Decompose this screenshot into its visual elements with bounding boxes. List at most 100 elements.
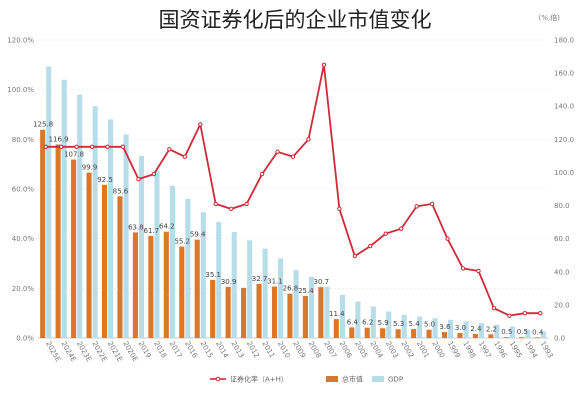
securitization-rate-point [538,310,543,316]
gdp-bar [494,324,500,338]
market-value-bar [333,319,339,338]
gdp-bar [355,301,361,338]
securitization-rate-point [167,147,172,152]
market-value-bar [287,293,293,338]
securitization-rate-point [228,206,234,212]
market-value-bar [302,295,308,338]
market-value-bar [426,329,432,338]
gdp-bar [278,258,284,338]
gdp-bar [231,232,237,338]
market-value-label: 30.9 [221,278,237,286]
y-left-tick-label: 20.0% [12,285,35,293]
y-left-tick-label: 80.0% [12,136,35,144]
x-tick-label: 2011 [260,340,276,359]
gdp-bar [123,134,129,338]
x-tick-label: 2009 [291,340,307,359]
securitization-rate-point [182,154,188,159]
y-left-tick-label: 0.0% [16,335,34,343]
market-value-label: 125.8 [33,121,53,129]
gdp-bar [448,319,454,338]
gdp-bar [262,248,268,338]
market-value-label: 55.2 [174,238,190,246]
market-value-label: 5.9 [378,319,389,327]
market-value-label: 32.7 [252,275,268,283]
market-value-label: 5.3 [393,320,404,328]
x-tick-label: 1998 [461,340,477,359]
legend-marker-rate [215,376,221,382]
y-left-tick-label: 40.0% [12,235,35,243]
market-value-label: 35.1 [205,271,221,279]
gdp-bar [247,240,253,338]
x-tick-label: 1995 [508,340,524,359]
securitization-rate-point [259,171,265,177]
y-right-tick-label: 40.0 [554,268,570,276]
market-value-bar [163,231,169,338]
market-value-bar [225,286,231,338]
securitization-rate-point [275,149,280,154]
market-value-label: 5.0 [424,321,435,329]
securitization-rate-point [306,137,311,142]
securitization-rate-point [398,226,404,231]
x-tick-label: 2013 [229,340,245,359]
market-value-bar [364,327,370,338]
x-tick-label: 2019 [137,340,153,359]
gdp-bar [77,94,83,338]
market-value-label: 3.6 [439,323,451,331]
market-value-label: 6.4 [347,318,359,326]
x-tick-label: 2005 [353,340,369,359]
securitization-rate-point [337,206,342,212]
market-value-label: 26.8 [283,285,299,293]
y-right-tick-label: 60.0 [554,235,570,243]
x-tick-label: 2004 [369,340,385,360]
right-axis-unit: (%,倍) [539,13,561,22]
market-value-bar [86,172,92,338]
gdp-bar [339,294,345,338]
x-tick-label: 2010 [276,340,292,359]
market-value-bar [488,334,494,338]
gdp-bar [386,311,392,338]
market-value-bar [256,283,262,338]
y-right-tick-label: 20.0 [554,301,570,309]
securitization-rate-point [321,62,327,68]
gdp-bar [540,331,546,338]
market-value-bar [395,329,401,338]
securitization-rate-point [522,310,528,316]
y-right-tick-label: 100.0 [554,169,574,177]
market-value-bar [271,286,278,338]
market-value-bar [101,184,108,338]
market-value-label: 64.2 [159,223,175,231]
market-value-label: 5.4 [409,320,421,328]
securitization-rate-point [105,144,110,149]
market-value-bar [148,235,154,338]
gdp-bar [185,198,191,338]
y-right-tick-label: 180.0 [554,37,574,45]
securitization-rate-point [74,144,79,149]
x-tick-label: 2008 [307,340,323,359]
y-right-tick-label: 0.0 [554,335,565,343]
x-tick-label: 2016 [183,340,199,360]
gdp-bar [463,321,469,338]
market-value-bar [179,246,185,338]
gdp-bar [92,106,98,338]
securitization-rate-point [120,144,126,149]
legend-swatch-gdp [372,376,384,382]
gdp-bar [108,119,114,338]
gdp-bar [46,66,52,338]
securitization-rate-point [476,268,481,274]
x-tick-label: 2001 [415,340,431,359]
x-tick-label: 2015 [199,340,215,359]
x-tick-label: 1993 [539,340,555,359]
market-value-label: 0.5 [517,328,528,336]
x-tick-label: 2014 [214,340,230,360]
market-value-label: 0.4 [532,328,544,336]
legend-label-rate: 证券化率（A+H） [230,375,288,384]
gdp-bar [169,185,175,338]
gdp-bar [417,316,423,338]
y-left-tick-label: 120.0% [7,37,34,45]
y-right-tick-label: 160.0 [554,70,574,78]
gdp-bar [154,170,160,338]
market-value-bar [132,232,138,338]
market-value-bar [472,334,478,338]
